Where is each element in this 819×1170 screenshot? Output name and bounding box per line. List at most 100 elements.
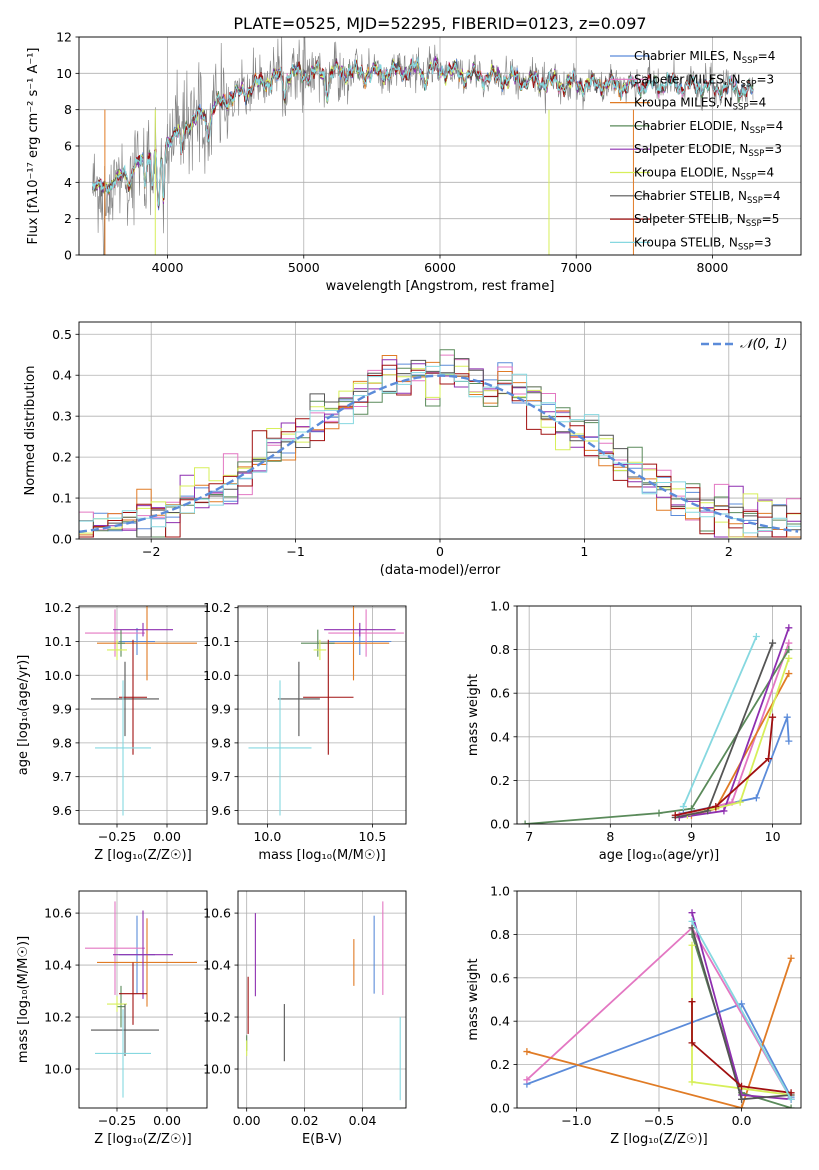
errorbar-kroupa_miles: [97, 918, 197, 1007]
x-axis-label: mass [log₁₀(M/M☉)]: [258, 848, 385, 863]
legend-text-tail: =4: [766, 119, 784, 133]
x-axis-label: Z [log₁₀(Z/Z☉)]: [94, 848, 191, 863]
axes-frame: [237, 890, 407, 1109]
legend-text-tail: =3: [754, 235, 772, 249]
weight-marker: [752, 794, 760, 802]
weight-line: [675, 717, 774, 817]
x-axis-label: (data-model)/error: [380, 563, 501, 578]
legend-subscript: SSP: [746, 219, 762, 229]
legend-entry: 𝒩(0, 1): [740, 337, 787, 352]
y-tick-label: 6: [64, 139, 72, 154]
grid-age_vs_Z: [79, 606, 207, 824]
weight-marker: [688, 1078, 696, 1086]
weight-marker: [688, 998, 696, 1006]
weight-series-kroupa_stelib: [679, 633, 760, 811]
y-tick-label: 10.6: [44, 906, 72, 921]
weight-marker: [738, 1000, 746, 1008]
legend-entry: Salpeter ELODIE, NSSP=3: [634, 142, 782, 159]
x-tick-label: −0.25: [98, 829, 136, 844]
x-tick-label: 6000: [424, 260, 456, 275]
x-axis-label: E(B-V): [302, 1132, 342, 1147]
x-tick-label: −0.5: [644, 1113, 674, 1128]
legend-text: Salpeter ELODIE, N: [634, 142, 748, 156]
legend-subscript: SSP: [748, 149, 764, 159]
legend-text-tail: =5: [762, 212, 780, 226]
y-tick-label: 0.4: [490, 729, 510, 744]
errorbar-chabrier_stelib: [91, 1004, 159, 1057]
axes-frame: [78, 36, 802, 256]
x-axis-label: Z [log₁₀(Z/Z☉)]: [610, 1132, 707, 1147]
legend-subscript: SSP: [750, 126, 766, 136]
weight-marker: [738, 1082, 746, 1090]
errorbar-chabrier_elodie: [301, 629, 335, 657]
weight-marker: [787, 1104, 795, 1108]
y-tick-label: 0.4: [52, 368, 72, 383]
y-tick-label: 10.1: [203, 634, 231, 649]
y-tick-label: 9.7: [52, 769, 72, 784]
y-axis-label: mass weight: [466, 674, 481, 756]
grid-mass_weight_vs_Z: [517, 890, 801, 1109]
weight-marker: [752, 633, 760, 641]
grid-age_vs_mass: [238, 606, 406, 824]
errorbar-chabrier_stelib: [91, 661, 159, 737]
weight-marker: [523, 1076, 531, 1084]
y-tick-label: 10.2: [44, 1010, 72, 1025]
legend-text-tail: =4: [763, 189, 781, 203]
errorbar-kroupa_stelib: [248, 680, 312, 816]
weight-marker: [769, 713, 777, 721]
axes-frame: [78, 890, 208, 1109]
errorbar-kroupa_elodie: [107, 996, 127, 1012]
x-tick-label: −1: [286, 544, 304, 559]
weight-marker: [785, 654, 793, 662]
legend-entry: Kroupa ELODIE, NSSP=4: [634, 166, 774, 183]
legend-text: Kroupa ELODIE, N: [634, 166, 741, 180]
panel-residuals: −2 −1 0 1 2 0.0 0.1 0.2 0.3 0.4 0.5 (data-model)/er…: [23, 321, 802, 578]
weight-marker: [655, 809, 663, 817]
weight-marker: [787, 954, 795, 962]
panel-mass_weight_vs_age: 7 8 9 10 0.0 0.2 0.4 0.6 0.8 1.0 age [log₁₀(age/yr…: [466, 599, 802, 863]
panel-mass_vs_Z: −0.25 0.00 10.0 10.2 10.4 10.6 Z [log₁₀(Z/Z☉)]…: [16, 890, 208, 1147]
errorbar-kroupa_stelib: [95, 680, 151, 816]
weight-marker: [785, 624, 793, 632]
plot-area-mass_vs_Z: [85, 901, 197, 1098]
errorbar-salpeter_miles: [328, 609, 404, 657]
panel-mass_weight_vs_Z: −1.0 −0.5 0.0 0.0 0.2 0.4 0.6 0.8 1.0 Z [log₁₀(Z/…: [466, 884, 802, 1147]
errorbar-kroupa_elodie: [313, 639, 327, 661]
y-tick-label: 10.1: [44, 634, 72, 649]
legend-text: Salpeter STELIB, N: [634, 212, 746, 226]
y-tick-label: 4: [64, 175, 72, 190]
y-tick-label: 1.0: [490, 884, 510, 899]
plot-area-age_vs_mass: [248, 606, 404, 816]
weight-marker: [783, 713, 791, 721]
figure-title: PLATE=0525, MJD=52295, FIBERID=0123, z=0…: [233, 14, 646, 33]
y-tick-label: 0.5: [52, 327, 72, 342]
histogram-kroupa_stelib: [79, 365, 801, 539]
x-tick-label: 7: [525, 829, 533, 844]
legend-entry: Kroupa STELIB, NSSP=3: [634, 235, 772, 252]
weight-marker: [720, 807, 728, 815]
x-axis-label: Z [log₁₀(Z/Z☉)]: [94, 1132, 191, 1147]
y-tick-label: 0.3: [52, 409, 72, 424]
x-tick-label: 8000: [697, 260, 729, 275]
x-tick-label: 0.04: [349, 1113, 377, 1128]
errorbar-salpeter_stelib: [119, 962, 147, 1025]
weight-marker: [787, 1095, 795, 1103]
errorbar-chabrier_elodie: [117, 985, 125, 1028]
x-tick-label: 0.00: [233, 1113, 261, 1128]
weight-marker: [785, 737, 793, 745]
x-tick-label: 8: [606, 829, 614, 844]
y-tick-label: 9.6: [211, 803, 231, 818]
weight-series-salpeter_stelib: [688, 998, 795, 1097]
y-tick-label: 10.2: [203, 600, 231, 615]
weight-marker: [688, 941, 696, 949]
y-tick-label: 0.6: [490, 970, 510, 985]
y-tick-label: 9.8: [52, 735, 72, 750]
legend-text: Kroupa STELIB, N: [634, 235, 738, 249]
y-axis-label: Normed distribution: [23, 366, 38, 496]
legend-subscript: SSP: [738, 242, 754, 252]
weight-series-salpeter_elodie: [675, 624, 793, 821]
y-tick-label: 0.0: [490, 1101, 510, 1116]
weight-marker: [765, 755, 773, 763]
y-tick-label: 0.6: [490, 686, 510, 701]
legend-text-tail: =4: [749, 96, 767, 110]
